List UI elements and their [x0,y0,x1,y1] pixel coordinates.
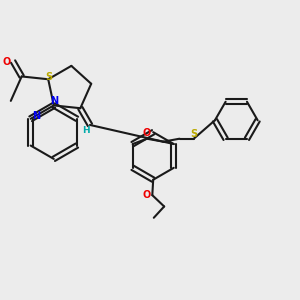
Text: N: N [50,96,58,106]
Text: N: N [32,111,40,121]
Text: O: O [142,190,151,200]
Text: S: S [46,72,53,82]
Text: O: O [143,128,151,138]
Text: S: S [190,129,197,139]
Text: O: O [2,56,11,67]
Text: H: H [82,126,90,135]
